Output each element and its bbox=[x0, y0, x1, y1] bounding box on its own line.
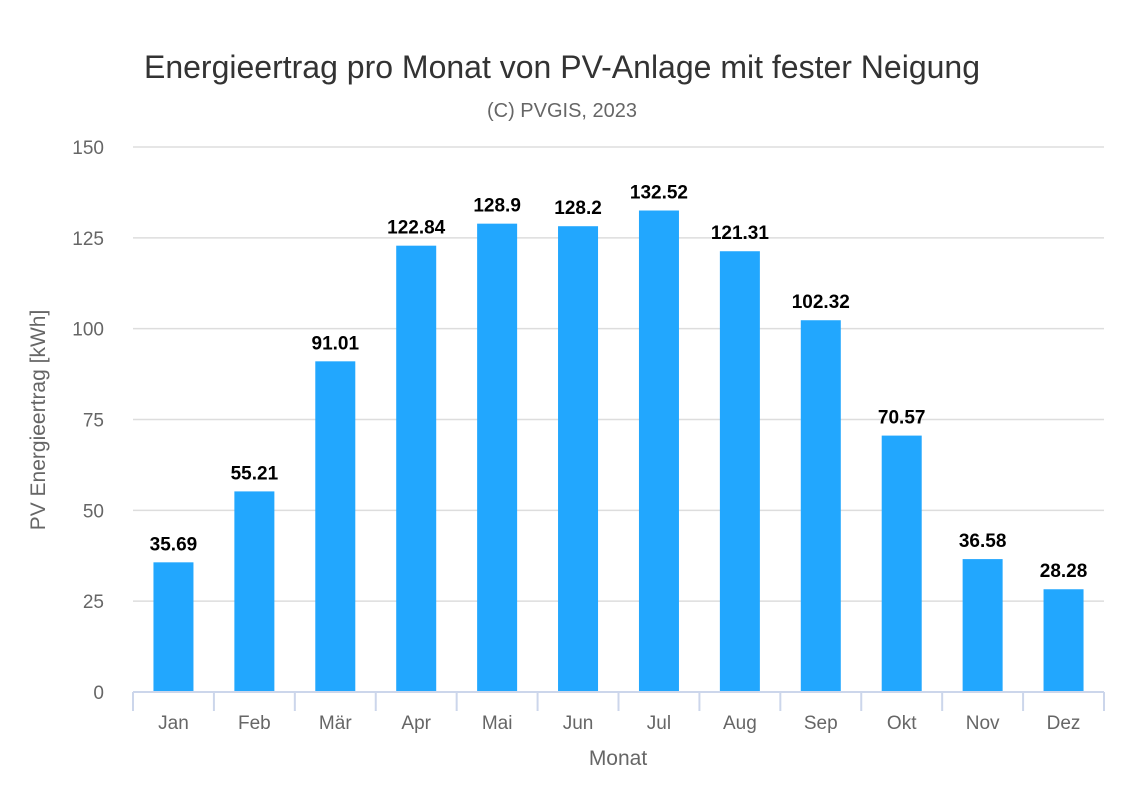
x-tick-label: Nov bbox=[966, 713, 1000, 734]
data-label: 55.21 bbox=[231, 463, 279, 484]
bars: 35.69 55.21 91.01 122.84 128.9 128.2 132.52 121… bbox=[150, 183, 1088, 692]
data-label: 102.32 bbox=[792, 292, 850, 313]
y-axis-title: PV Energieertrag [kWh] bbox=[27, 310, 50, 531]
data-label: 91.01 bbox=[312, 333, 360, 354]
bar bbox=[800, 320, 841, 692]
data-label: 121.31 bbox=[711, 223, 770, 244]
y-tick-label: 125 bbox=[72, 229, 104, 250]
bar bbox=[396, 245, 437, 692]
bar bbox=[638, 210, 679, 692]
x-tick-label: Aug bbox=[723, 713, 757, 734]
data-label: 35.69 bbox=[150, 534, 198, 555]
x-tick-label: Okt bbox=[887, 713, 917, 734]
x-tick-label: Mär bbox=[319, 713, 352, 734]
bar bbox=[153, 562, 194, 692]
chart-title: Energieertrag pro Monat von PV-Anlage mi… bbox=[144, 49, 980, 85]
bar bbox=[477, 223, 518, 692]
data-label: 36.58 bbox=[959, 531, 1007, 552]
data-label: 128.9 bbox=[473, 196, 521, 217]
bar bbox=[719, 251, 760, 692]
bar bbox=[1043, 589, 1084, 692]
y-tick-label: 25 bbox=[83, 592, 104, 613]
x-tick-label: Mai bbox=[482, 713, 513, 734]
data-label: 128.2 bbox=[554, 198, 602, 219]
x-tick-label: Jun bbox=[563, 713, 594, 734]
x-axis-title: Monat bbox=[589, 747, 648, 770]
data-label: 28.28 bbox=[1040, 561, 1088, 582]
x-tick-label: Jul bbox=[647, 713, 671, 734]
bar bbox=[234, 491, 275, 692]
y-tick-label: 75 bbox=[83, 411, 104, 432]
y-tick-label: 150 bbox=[72, 138, 104, 159]
x-tick-label: Feb bbox=[238, 713, 271, 734]
bar bbox=[962, 559, 1003, 692]
x-tick-label: Sep bbox=[804, 713, 838, 734]
y-tick-label: 100 bbox=[72, 320, 104, 341]
x-tick-label: Apr bbox=[401, 713, 431, 734]
gridlines bbox=[133, 146, 1104, 602]
data-label: 122.84 bbox=[387, 218, 446, 239]
x-tick-label: Jan bbox=[158, 713, 189, 734]
bar bbox=[881, 435, 922, 692]
bar bbox=[315, 361, 356, 692]
y-tick-label: 50 bbox=[83, 501, 104, 522]
bar bbox=[558, 226, 599, 692]
data-label: 132.52 bbox=[630, 183, 688, 204]
chart-subtitle: (C) PVGIS, 2023 bbox=[487, 100, 637, 122]
data-label: 70.57 bbox=[878, 408, 926, 429]
x-tick-label: Dez bbox=[1047, 713, 1081, 734]
y-tick-label: 0 bbox=[93, 683, 104, 704]
axes: 0 25 50 75 100 125 150 Jan Feb Mär Apr Mai Jun Jul Aug… bbox=[72, 138, 1105, 734]
